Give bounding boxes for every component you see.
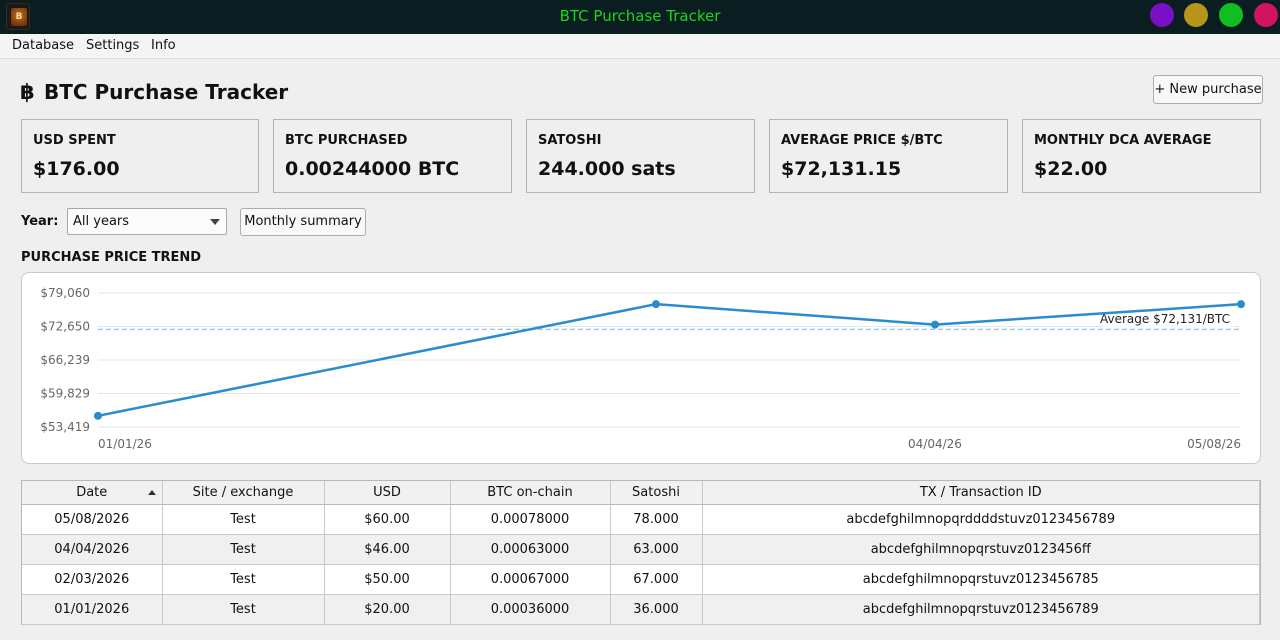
cell-date: 01/01/2026 [22,594,163,625]
stat-value: $176.00 [33,158,120,180]
cell-txid: abcdefghilmnopqrstuvz0123456789 [702,594,1260,625]
menu-bar: Database Settings Info [0,34,1280,59]
cell-txid: abcdefghilmnopqrstuvz0123456ff [702,534,1260,565]
chart-canvas: $79,060 $72,650 $66,239 $59,829 $53,419 Avera… [40,286,1245,451]
cell-txid: abcdefghilmnopqrstuvz0123456785 [702,564,1260,595]
cell-btc: 0.00036000 [450,594,611,625]
y-tick-label: $72,650 [40,319,90,333]
stat-value: 244.000 sats [538,158,676,180]
y-tick-label: $59,829 [40,387,90,401]
cell-usd: $50.00 [324,564,451,595]
cell-usd: $60.00 [324,504,451,535]
cell-date: 05/08/2026 [22,504,163,535]
title-bar: B BTC Purchase Tracker [0,0,1280,34]
column-header-site[interactable]: Site / exchange [162,481,325,505]
cell-btc: 0.00067000 [450,564,611,595]
cell-btc: 0.00063000 [450,534,611,565]
column-header-txid[interactable]: TX / Transaction ID [702,481,1260,505]
y-tick-label: $53,419 [40,420,90,434]
price-line [97,302,1242,418]
stat-label: BTC PURCHASED [285,133,408,148]
page-title: BTC Purchase Tracker [44,80,289,104]
stat-card-usd-spent: USD SPENT $176.00 [21,119,259,193]
year-select-value: All years [73,214,130,229]
x-tick-label: 05/08/26 [1187,437,1241,451]
year-label: Year: [21,214,59,229]
average-label: Average $72,131/BTC [1100,312,1230,326]
stat-value: 0.00244000 BTC [285,158,460,180]
window-close-button[interactable] [1254,3,1278,27]
data-point [94,411,102,420]
table-row[interactable]: 01/01/2026 Test $20.00 0.00036000 36.000… [22,594,1260,625]
column-header-date[interactable]: Date [22,481,163,505]
table-row[interactable]: 02/03/2026 Test $50.00 0.00067000 67.000… [22,564,1260,595]
year-select[interactable]: All years [67,208,227,235]
cell-site: Test [162,564,325,595]
column-header-satoshi[interactable]: Satoshi [610,481,703,505]
cell-txid: abcdefghilmnopqrddddstuvz0123456789 [702,504,1260,535]
column-header-usd[interactable]: USD [324,481,451,505]
table-row[interactable]: 05/08/2026 Test $60.00 0.00078000 78.000… [22,504,1260,535]
cell-usd: $46.00 [324,534,451,565]
app-icon[interactable]: B [6,3,30,30]
column-header-btc[interactable]: BTC on-chain [450,481,611,505]
window-title: BTC Purchase Tracker [559,7,721,25]
chart-section-title: PURCHASE PRICE TREND [21,250,202,265]
x-tick-label: 04/04/26 [908,437,962,451]
cell-satoshi: 63.000 [610,534,703,565]
window-maximize-button[interactable] [1219,3,1243,27]
cell-usd: $20.00 [324,594,451,625]
purchases-table: Date Site / exchange USD BTC on-chain Sa… [21,480,1261,625]
chevron-down-icon [210,219,220,225]
cell-satoshi: 36.000 [610,594,703,625]
monthly-summary-button[interactable]: Monthly summary [240,208,366,236]
average-label-bg [1102,309,1234,328]
stat-card-btc-purchased: BTC PURCHASED 0.00244000 BTC [273,119,512,193]
cell-site: Test [162,504,325,535]
stat-card-satoshi: SATOSHI 244.000 sats [526,119,755,193]
table-row[interactable]: 04/04/2026 Test $46.00 0.00063000 63.000… [22,534,1260,565]
stat-label: AVERAGE PRICE $/BTC [781,133,943,148]
cell-satoshi: 67.000 [610,564,703,595]
y-tick-label: $66,239 [40,353,90,367]
stat-card-monthly-dca: MONTHLY DCA AVERAGE $22.00 [1022,119,1261,193]
bitcoin-icon: ฿ [20,80,35,104]
data-point [652,300,660,309]
new-purchase-button[interactable]: + New purchase [1153,75,1263,104]
cell-site: Test [162,534,325,565]
x-tick-label: 01/01/26 [98,437,152,451]
window-purple-button[interactable] [1150,3,1174,27]
table-header-row: Date Site / exchange USD BTC on-chain Sa… [22,481,1260,505]
stat-label: USD SPENT [33,133,116,148]
cell-date: 02/03/2026 [22,564,163,595]
stat-value: $22.00 [1034,158,1108,180]
cell-date: 04/04/2026 [22,534,163,565]
data-point [1237,300,1245,309]
y-tick-label: $79,060 [40,286,90,300]
cell-satoshi: 78.000 [610,504,703,535]
stat-label: MONTHLY DCA AVERAGE [1034,133,1212,148]
price-trend-chart: $79,060 $72,650 $66,239 $59,829 $53,419 Avera… [21,272,1261,464]
sort-ascending-icon [147,490,156,495]
cell-btc: 0.00078000 [450,504,611,535]
stat-card-average-price: AVERAGE PRICE $/BTC $72,131.15 [769,119,1008,193]
menu-database[interactable]: Database [12,38,75,53]
bitcoin-logo-icon: B [11,8,27,26]
data-point [931,320,939,329]
menu-info[interactable]: Info [151,38,176,53]
menu-settings[interactable]: Settings [86,38,140,53]
cell-site: Test [162,594,325,625]
stat-value: $72,131.15 [781,158,902,180]
stat-label: SATOSHI [538,133,602,148]
window-minimize-button[interactable] [1184,3,1208,27]
